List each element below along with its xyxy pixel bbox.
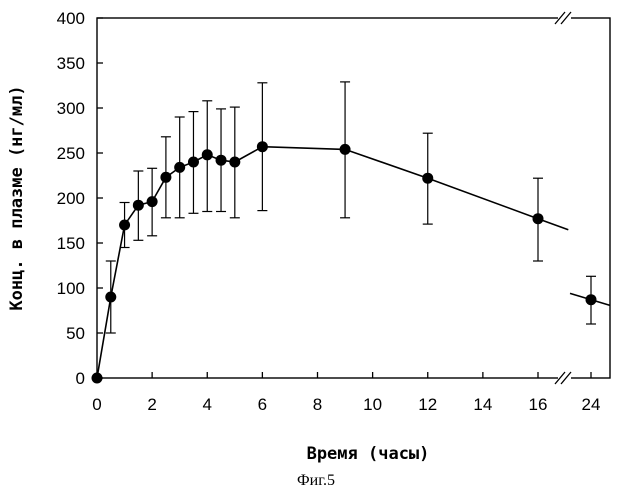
y-tick-label: 350 xyxy=(57,54,85,73)
y-tick-label: 150 xyxy=(57,234,85,253)
data-point xyxy=(147,196,158,207)
data-point xyxy=(340,144,351,155)
y-tick-label: 200 xyxy=(57,189,85,208)
series-lines xyxy=(97,147,610,378)
data-point xyxy=(188,157,199,168)
data-point xyxy=(586,294,597,305)
data-point xyxy=(174,162,185,173)
y-axis-ticks: 0 50 100 150 200 250 300 350 400 xyxy=(57,9,103,388)
figure-caption: Фиг.5 xyxy=(297,472,335,489)
x-tick-label: 12 xyxy=(418,395,437,414)
x-tick-label: 10 xyxy=(363,395,382,414)
y-tick-label: 250 xyxy=(57,144,85,163)
x-tick-label: 8 xyxy=(313,395,322,414)
y-tick-label: 300 xyxy=(57,99,85,118)
data-point xyxy=(160,172,171,183)
data-points xyxy=(92,141,597,383)
x-tick-label: 4 xyxy=(203,395,212,414)
x-tick-label: 6 xyxy=(258,395,267,414)
data-point xyxy=(202,149,213,160)
x-tick-label: 16 xyxy=(529,395,548,414)
y-tick-label: 50 xyxy=(66,324,85,343)
data-point xyxy=(257,141,268,152)
y-axis-label: Конц. в плазме (нг/мл) xyxy=(7,85,27,310)
x-tick-label: 14 xyxy=(473,395,492,414)
data-point xyxy=(105,292,116,303)
plot-area xyxy=(97,18,610,378)
data-point xyxy=(119,220,130,231)
data-point xyxy=(422,173,433,184)
x-axis-label: Время (часы) xyxy=(307,444,430,464)
x-tick-label: 24 xyxy=(582,395,601,414)
y-tick-label: 100 xyxy=(57,279,85,298)
data-point xyxy=(533,213,544,224)
data-point xyxy=(92,373,103,384)
y-tick-label: 400 xyxy=(57,9,85,28)
error-bars xyxy=(106,82,596,333)
x-tick-label: 2 xyxy=(147,395,156,414)
y-tick-label: 0 xyxy=(76,369,85,388)
x-tick-label: 0 xyxy=(92,395,101,414)
data-point xyxy=(229,157,240,168)
data-point xyxy=(216,155,227,166)
data-point xyxy=(133,200,144,211)
axis-break-marks xyxy=(555,12,571,384)
